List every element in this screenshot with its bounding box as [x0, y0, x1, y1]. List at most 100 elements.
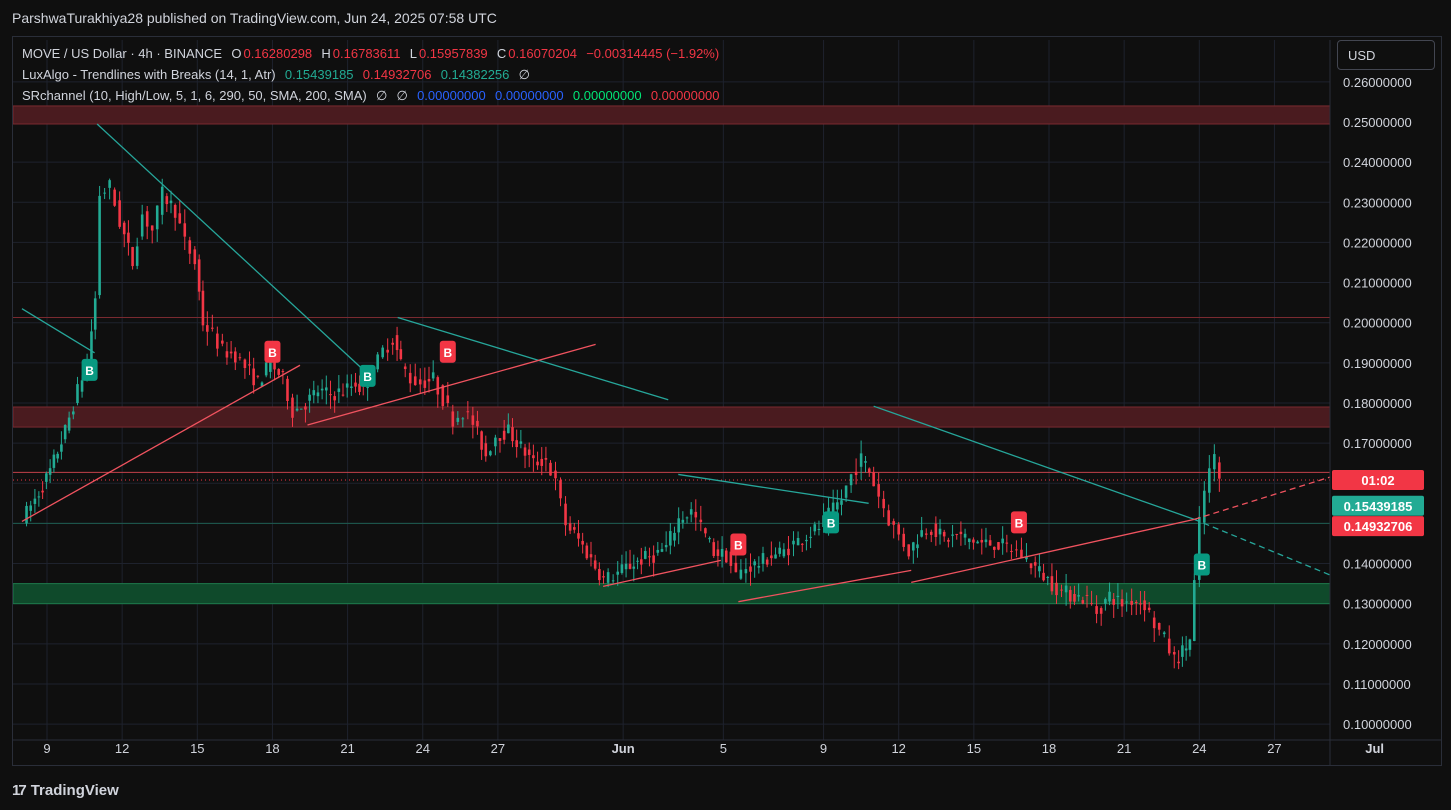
- y-axis-tick-label: 0.21000000: [1343, 276, 1412, 291]
- candle-body-down: [1112, 598, 1116, 605]
- candle-body-down: [577, 533, 580, 539]
- candle-body-up: [376, 354, 379, 370]
- candle-body-up: [1104, 599, 1107, 604]
- candle-body-down: [1172, 652, 1176, 655]
- footer-brand[interactable]: 17 TradingView: [12, 778, 119, 802]
- break-label-text: B: [443, 346, 452, 360]
- bullish-break-label: B: [81, 358, 98, 381]
- break-label-text: B: [1197, 559, 1206, 573]
- x-axis-tick-label: 9: [820, 741, 827, 756]
- candle-body-up: [456, 417, 460, 422]
- support-trendline: [602, 559, 721, 588]
- candle-body-down: [887, 510, 890, 526]
- currency-button[interactable]: USD: [1337, 40, 1435, 70]
- candle-body-up: [1181, 645, 1184, 657]
- x-axis-tick-label: 18: [265, 741, 279, 756]
- legend-luxalgo-value-2: 0.14932706: [362, 67, 432, 82]
- candle-body-down: [1157, 622, 1161, 630]
- candle-body-up: [643, 550, 647, 559]
- candle-body-down: [980, 539, 984, 543]
- candle-body-down: [540, 458, 544, 466]
- candle-body-up: [381, 347, 384, 358]
- chart-frame[interactable]: [12, 36, 1442, 766]
- candle-body-up: [308, 394, 311, 401]
- candle-body-up: [67, 417, 71, 431]
- candle-body-up: [1208, 468, 1211, 493]
- candle-body-down: [341, 394, 345, 396]
- candle-body-down: [471, 415, 475, 425]
- legend-symbol[interactable]: MOVE / US Dollar · 4h · BINANCE: [22, 46, 223, 61]
- candle-body-down: [1218, 462, 1221, 479]
- candle-body-down: [902, 533, 906, 547]
- candle-body-up: [685, 517, 689, 519]
- y-axis-tick-label: 0.26000000: [1343, 75, 1412, 90]
- legend-change: −0.00314445 (−1.92%): [586, 46, 720, 61]
- break-label-box: [359, 364, 376, 387]
- x-axis-tick-label: 9: [43, 741, 50, 756]
- break-label-text: B: [363, 370, 372, 384]
- candle-body-up: [431, 372, 435, 379]
- candle-body-up: [809, 536, 812, 538]
- candle-body-down: [1005, 542, 1009, 544]
- candle-body-down: [165, 196, 169, 205]
- legend-srchannel-name[interactable]: SRchannel (10, High/Low, 5, 1, 6, 290, 5…: [22, 88, 367, 103]
- candle-body-up: [103, 192, 106, 194]
- candle-body-up: [1038, 566, 1041, 572]
- candle-body-up: [269, 360, 272, 372]
- x-axis-tick-label: 27: [1267, 741, 1281, 756]
- candle-body-up: [33, 498, 37, 504]
- resistance-trendline: [678, 473, 869, 504]
- candle-body-down: [934, 523, 938, 537]
- candle-body-up: [295, 408, 299, 411]
- candle-body-up: [792, 540, 795, 545]
- candle-body-down: [1152, 617, 1156, 629]
- candle-body-up: [507, 424, 510, 434]
- candle-body-up: [938, 528, 942, 535]
- candle-body-down: [640, 559, 643, 565]
- legend-srchannel-value-1: 0.00000000: [417, 88, 486, 103]
- candle-body-down: [589, 554, 593, 558]
- candle-body-up: [90, 331, 93, 360]
- legend-luxalgo-value-1: 0.15439185: [284, 67, 354, 82]
- candle-body-up: [461, 418, 465, 420]
- x-axis-tick-label: 24: [416, 741, 430, 756]
- candle-body-down: [243, 359, 247, 368]
- y-axis-tick-label: 0.17000000: [1343, 436, 1412, 451]
- bearish-break-label: B: [439, 340, 456, 363]
- candle-body-down: [907, 544, 911, 557]
- x-axis-tick-label: 15: [190, 741, 204, 756]
- candle-body-up: [805, 539, 808, 542]
- x-axis-tick-label: Jun: [612, 741, 635, 756]
- candle-body-down: [694, 511, 698, 518]
- candle-body-down: [436, 377, 440, 395]
- candle-body-up: [264, 362, 268, 376]
- candle-body-up: [744, 569, 748, 574]
- candle-body-up: [606, 572, 610, 583]
- candle-body-down: [281, 371, 285, 373]
- candle-body-up: [831, 502, 835, 518]
- candle-body-down: [972, 539, 975, 543]
- candle-body-down: [354, 382, 357, 387]
- candle-body-up: [817, 528, 821, 530]
- break-label-box: [1010, 511, 1027, 534]
- legend-luxalgo-name[interactable]: LuxAlgo - Trendlines with Breaks (14, 1,…: [22, 67, 276, 82]
- candle-body-down: [581, 540, 584, 545]
- candle-body-down: [1147, 607, 1151, 610]
- legend-luxalgo-value-3: 0.14382256: [440, 67, 510, 82]
- candle-body-down: [787, 548, 790, 556]
- candle-body-up: [1192, 580, 1196, 641]
- tradingview-logo-icon: 17: [12, 781, 27, 799]
- break-label-text: B: [85, 364, 94, 378]
- candle-body-down: [408, 372, 412, 384]
- candle-body-down: [193, 249, 197, 265]
- candle-body-down: [225, 351, 229, 358]
- candle-body-down: [480, 431, 483, 450]
- candle-body-up: [56, 453, 59, 459]
- candle-body-down: [585, 545, 589, 559]
- candle-body-up: [920, 530, 923, 537]
- candle-body-up: [1046, 576, 1050, 578]
- candle-body-down: [532, 455, 535, 459]
- candle-body-up: [337, 388, 341, 392]
- resistance-trendline: [21, 308, 95, 354]
